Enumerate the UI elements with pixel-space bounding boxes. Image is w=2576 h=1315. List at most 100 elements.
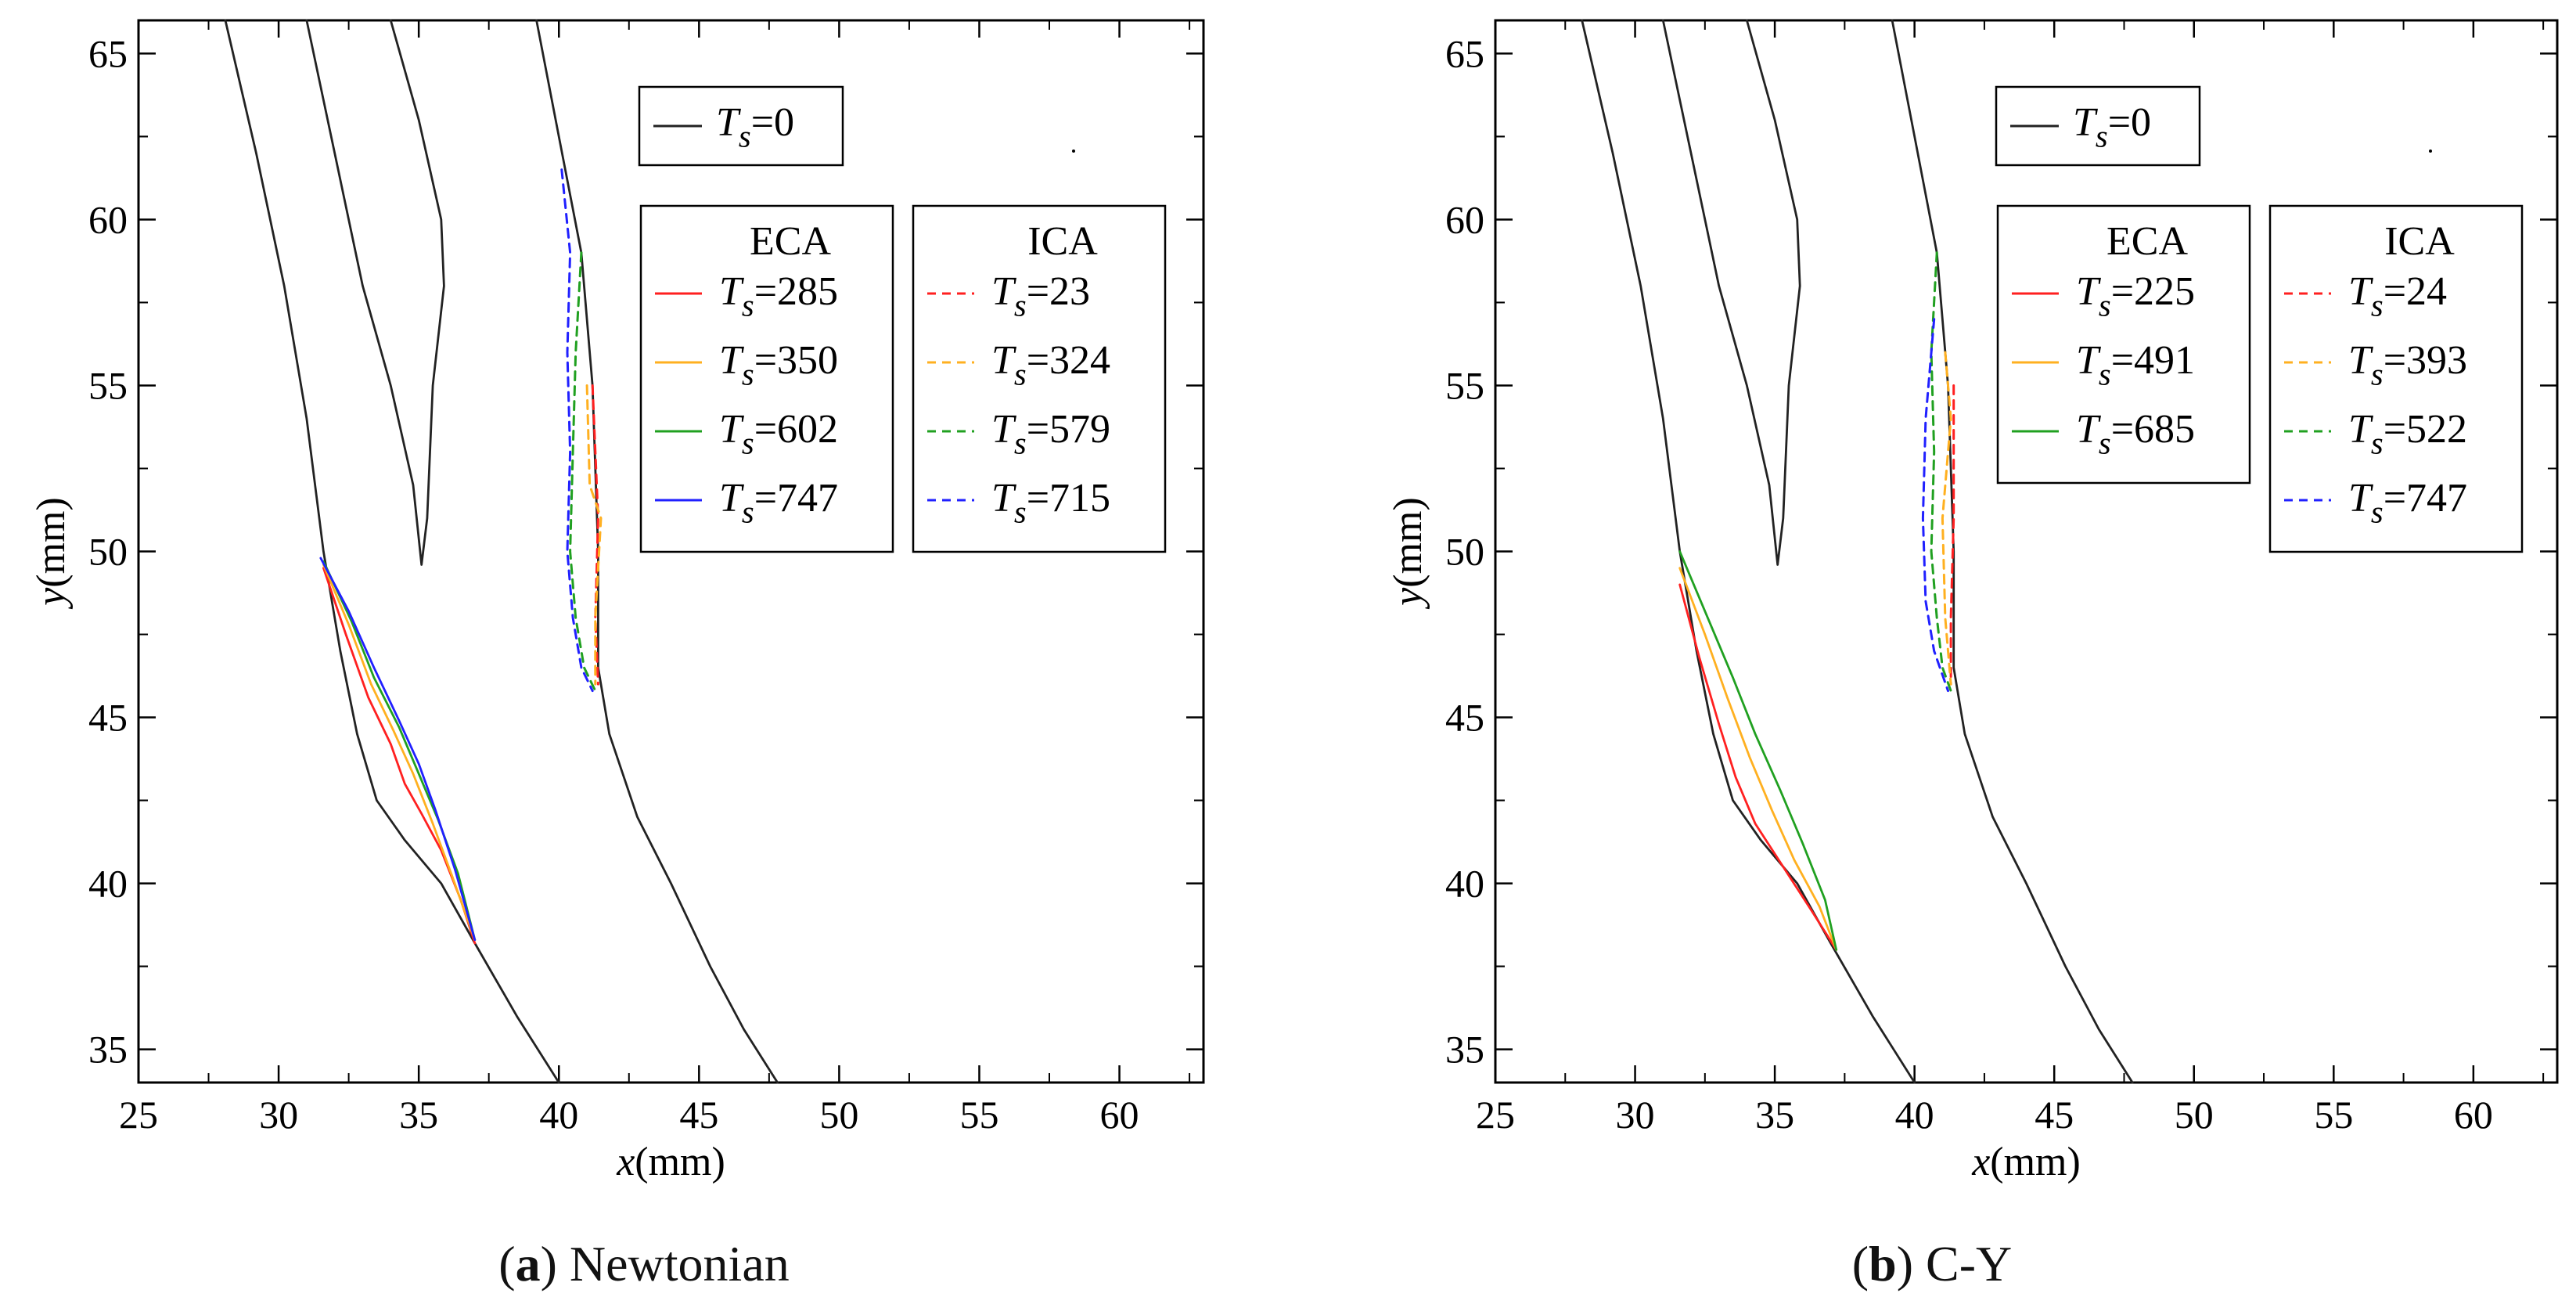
legend-label: Ts=225 [2076, 269, 2195, 323]
legend-title: ECA [750, 219, 831, 264]
series-t-s-0-wall-left [1581, 19, 1916, 1084]
y-tick-label: 40 [1445, 862, 1484, 906]
series-ica-t-s-24 [1949, 384, 1955, 686]
caption-a-letter: a [515, 1236, 541, 1292]
legend-title: ECA [2106, 219, 2188, 264]
x-tick-label: 55 [959, 1093, 998, 1137]
legend-label: Ts=685 [2076, 407, 2195, 461]
x-axis: 25 30 35 40 45 50 55 60 [119, 20, 1191, 1137]
series-ica-t-s-324 [585, 384, 603, 686]
legend-label: Ts=285 [719, 269, 838, 323]
series-ica-t-s-715 [560, 168, 594, 693]
y-axis: 35 40 45 50 55 60 65 [1445, 31, 2557, 1072]
caption-b-text: C-Y [1926, 1236, 2013, 1292]
legend-label: Ts=350 [719, 338, 838, 392]
legend-ica: ICA Ts=23 Ts=324 Ts=579 Ts=715 [912, 204, 1167, 553]
x-tick-label: 35 [399, 1093, 438, 1137]
series-eca-t-s-225 [1678, 583, 1838, 951]
series-eca-t-s-491 [1678, 567, 1838, 951]
series-ica-t-s-747 [1921, 318, 1949, 693]
y-tick-label: 45 [88, 696, 128, 740]
panel-a: 25 30 35 40 45 50 55 60 35 40 45 50 55 60 65 x(mm) y(mm)… [29, 19, 1205, 1184]
series-t-s-0-ica-wall [1891, 19, 2134, 1084]
y-tick-label: 45 [1445, 696, 1484, 740]
y-tick-label: 35 [88, 1028, 128, 1072]
y-tick-label: 55 [1445, 363, 1484, 407]
y-tick-label: 60 [1445, 197, 1484, 241]
panel-b: 25 30 35 40 45 50 55 60 35 40 45 50 55 60 65 x(mm) y(mm)… [1386, 19, 2559, 1184]
legend-title: ICA [2384, 219, 2455, 264]
x-tick-label: 30 [259, 1093, 298, 1137]
series-eca-t-s-602 [322, 560, 477, 942]
legend-label: Ts=0 [2073, 100, 2151, 154]
legend-label: Ts=747 [2348, 476, 2467, 530]
y-axis: 35 40 45 50 55 60 65 [88, 31, 1203, 1072]
legend-label: Ts=23 [991, 269, 1090, 323]
y-tick-label: 50 [1445, 530, 1484, 574]
series-ica-t-s-522 [1930, 251, 1952, 693]
legend-label: Ts=491 [2076, 338, 2195, 392]
series-t-s-0-wall-left [224, 19, 560, 1084]
y-tick-label: 35 [1445, 1028, 1484, 1072]
y-tick-label: 40 [88, 862, 128, 906]
legend-label: Ts=0 [716, 100, 794, 154]
series-t-s-0-eca-wall [305, 19, 445, 566]
y-axis-label: y(mm) [1386, 497, 1430, 610]
x-tick-label: 50 [2175, 1093, 2214, 1137]
legend-label: Ts=715 [991, 476, 1110, 530]
x-tick-label: 25 [1476, 1093, 1515, 1137]
series-eca-t-s-285 [322, 567, 477, 945]
legend-box [912, 204, 1167, 553]
series-t-s-0-eca-wall [1661, 19, 1801, 566]
series-ica-t-s-579 [569, 251, 597, 693]
legend-title: ICA [1027, 219, 1098, 264]
y-tick-label: 60 [88, 197, 128, 241]
caption-a-text: Newtonian [569, 1236, 790, 1292]
legend-label: Ts=747 [719, 476, 838, 530]
x-axis-label: x(mm) [616, 1140, 725, 1184]
legend-ica: ICA Ts=24 Ts=393 Ts=522 Ts=747 [2268, 204, 2524, 553]
legend-box [1996, 204, 2251, 485]
legend-label: Ts=579 [991, 407, 1110, 461]
y-tick-label: 55 [88, 363, 128, 407]
x-tick-label: 60 [2454, 1093, 2493, 1137]
x-axis: 25 30 35 40 45 50 55 60 [1476, 20, 2545, 1137]
caption-a: (a) Newtonian [498, 1236, 790, 1292]
legend-eca: ECA Ts=285 Ts=350 Ts=602 Ts=747 [639, 204, 894, 553]
series-eca-t-s-350 [322, 564, 477, 942]
legend-eca: ECA Ts=225 Ts=491 Ts=685 [1996, 204, 2251, 485]
legend-box [639, 204, 894, 553]
x-tick-label: 25 [119, 1093, 158, 1137]
legend-ts0: Ts=0 [1995, 85, 2201, 167]
legend-label: Ts=602 [719, 407, 838, 461]
x-tick-label: 50 [819, 1093, 858, 1137]
series-eca-t-s-685 [1678, 550, 1838, 951]
x-tick-label: 60 [1100, 1093, 1139, 1137]
stray-dot [2429, 150, 2432, 153]
x-tick-label: 55 [2314, 1093, 2353, 1137]
y-tick-label: 50 [88, 530, 128, 574]
legend-label: Ts=522 [2348, 407, 2467, 461]
y-axis-label: y(mm) [29, 497, 74, 610]
x-axis-label: x(mm) [1971, 1140, 2081, 1184]
legend-label: Ts=393 [2348, 338, 2467, 392]
legend-label: Ts=24 [2348, 269, 2447, 323]
x-tick-label: 30 [1616, 1093, 1655, 1137]
caption-b-letter: b [1869, 1236, 1897, 1292]
x-tick-label: 40 [539, 1093, 578, 1137]
legend-label: Ts=324 [991, 338, 1110, 392]
legend-ts0: Ts=0 [638, 85, 844, 167]
legend-box [2268, 204, 2524, 553]
y-tick-label: 65 [1445, 31, 1484, 75]
curves [224, 19, 779, 1084]
caption-b: (b) C-Y [1851, 1236, 2013, 1292]
x-tick-label: 35 [1755, 1093, 1794, 1137]
stray-dot [1072, 150, 1075, 153]
x-tick-label: 45 [2035, 1093, 2074, 1137]
series-eca-t-s-747 [319, 557, 477, 942]
x-tick-label: 40 [1895, 1093, 1934, 1137]
curves [1581, 19, 2134, 1084]
y-tick-label: 65 [88, 31, 128, 75]
series-ica-t-s-393 [1941, 351, 1952, 686]
